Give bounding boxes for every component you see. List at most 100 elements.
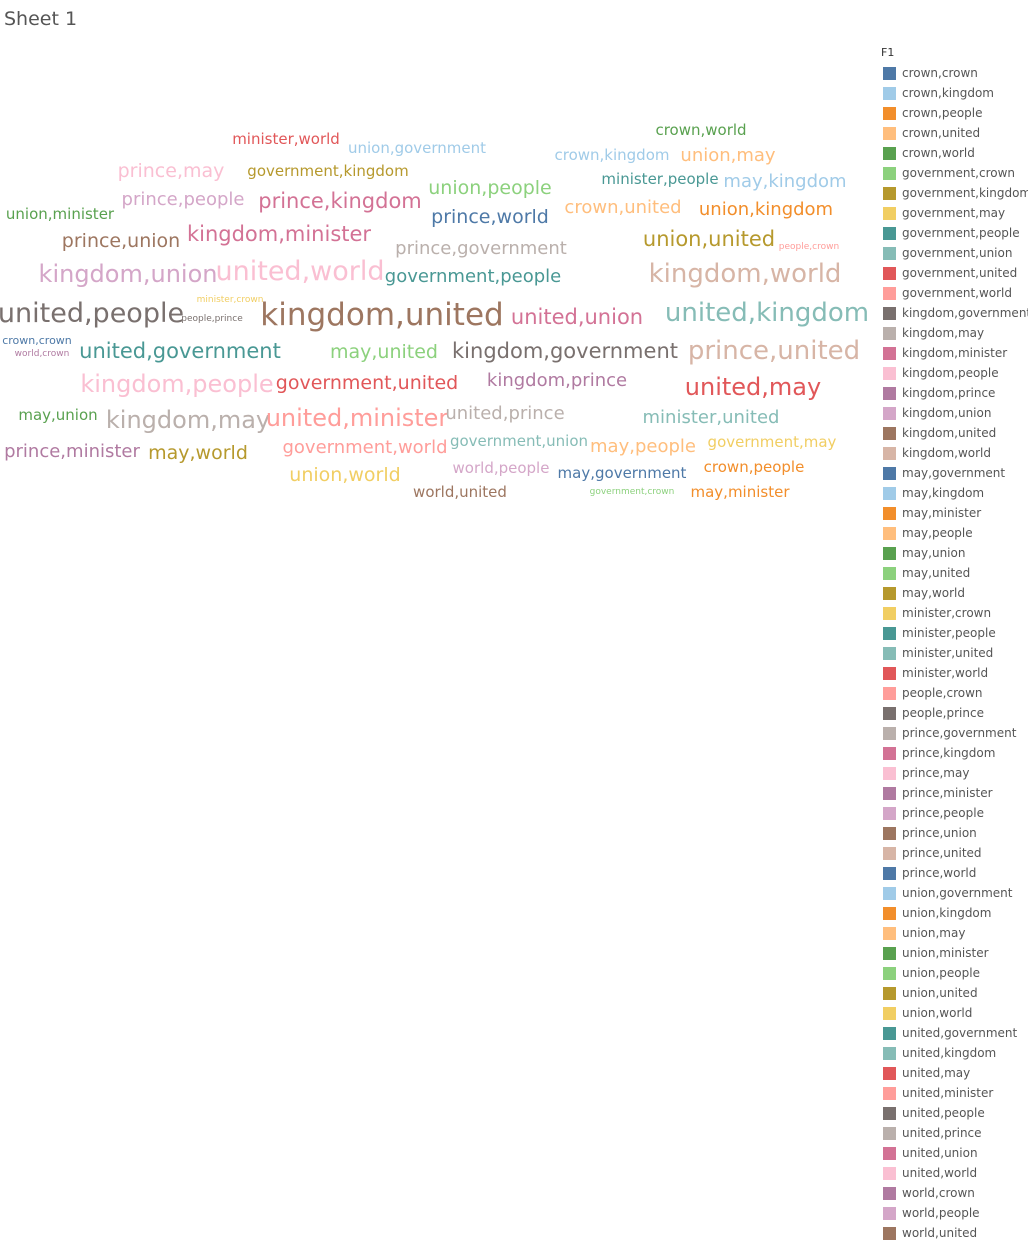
legend-item[interactable]: world,united <box>881 1223 1028 1243</box>
cloud-word[interactable]: may,government <box>557 464 687 482</box>
cloud-word[interactable]: minister,world <box>232 130 340 148</box>
cloud-word[interactable]: kingdom,united <box>260 297 504 333</box>
legend-item[interactable]: kingdom,people <box>881 363 1028 383</box>
cloud-word[interactable]: crown,kingdom <box>554 146 670 164</box>
legend-item[interactable]: prince,kingdom <box>881 743 1028 763</box>
cloud-word[interactable]: united,union <box>510 305 644 329</box>
legend-item[interactable]: government,may <box>881 203 1028 223</box>
cloud-word[interactable]: minister,united <box>642 407 780 428</box>
cloud-word[interactable]: minister,crown <box>196 295 264 305</box>
legend-item[interactable]: union,may <box>881 923 1028 943</box>
legend-item[interactable]: union,world <box>881 1003 1028 1023</box>
legend-item[interactable]: united,prince <box>881 1123 1028 1143</box>
legend-item[interactable]: government,people <box>881 223 1028 243</box>
cloud-word[interactable]: united,may <box>684 373 822 401</box>
cloud-word[interactable]: kingdom,may <box>105 406 271 434</box>
cloud-word[interactable]: union,minister <box>5 205 115 223</box>
cloud-word[interactable]: government,union <box>449 432 589 450</box>
legend-item[interactable]: world,people <box>881 1203 1028 1223</box>
cloud-word[interactable]: united,kingdom <box>664 298 870 328</box>
cloud-word[interactable]: government,united <box>275 372 459 394</box>
legend-item[interactable]: union,government <box>881 883 1028 903</box>
legend-item[interactable]: may,people <box>881 523 1028 543</box>
cloud-word[interactable]: union,united <box>642 227 776 251</box>
legend-item[interactable]: crown,crown <box>881 63 1028 83</box>
cloud-word[interactable]: prince,minister <box>4 441 140 462</box>
legend-item[interactable]: minister,crown <box>881 603 1028 623</box>
legend-item[interactable]: prince,minister <box>881 783 1028 803</box>
cloud-word[interactable]: minister,people <box>601 170 719 188</box>
legend-item[interactable]: kingdom,prince <box>881 383 1028 403</box>
legend-item[interactable]: may,world <box>881 583 1028 603</box>
cloud-word[interactable]: may,minister <box>690 483 790 501</box>
legend-item[interactable]: may,union <box>881 543 1028 563</box>
cloud-word[interactable]: kingdom,union <box>38 260 218 288</box>
cloud-word[interactable]: union,may <box>680 145 776 166</box>
legend-item[interactable]: union,people <box>881 963 1028 983</box>
cloud-word[interactable]: prince,government <box>395 238 567 259</box>
cloud-word[interactable]: government,may <box>707 433 837 451</box>
cloud-word[interactable]: government,crown <box>589 487 675 497</box>
legend-item[interactable]: government,kingdom <box>881 183 1028 203</box>
legend-item[interactable]: may,kingdom <box>881 483 1028 503</box>
legend-item[interactable]: world,crown <box>881 1183 1028 1203</box>
cloud-word[interactable]: kingdom,people <box>80 370 274 398</box>
legend-item[interactable]: may,united <box>881 563 1028 583</box>
legend-item[interactable]: minister,world <box>881 663 1028 683</box>
cloud-word[interactable]: prince,union <box>61 230 181 252</box>
cloud-word[interactable]: united,people <box>0 298 185 329</box>
legend-item[interactable]: kingdom,world <box>881 443 1028 463</box>
cloud-word[interactable]: kingdom,government <box>452 339 678 363</box>
cloud-word[interactable]: may,kingdom <box>723 171 847 192</box>
cloud-word[interactable]: united,world <box>215 256 385 287</box>
cloud-word[interactable]: people,prince <box>181 314 243 324</box>
legend-item[interactable]: may,minister <box>881 503 1028 523</box>
legend-item[interactable]: prince,united <box>881 843 1028 863</box>
cloud-word[interactable]: crown,world <box>655 121 747 139</box>
legend-item[interactable]: government,union <box>881 243 1028 263</box>
legend-item[interactable]: crown,world <box>881 143 1028 163</box>
legend-item[interactable]: government,world <box>881 283 1028 303</box>
legend-item[interactable]: government,united <box>881 263 1028 283</box>
cloud-word[interactable]: prince,united <box>687 336 861 366</box>
legend-item[interactable]: united,may <box>881 1063 1028 1083</box>
legend-item[interactable]: people,crown <box>881 683 1028 703</box>
cloud-word[interactable]: united,government <box>79 339 281 363</box>
cloud-word[interactable]: kingdom,world <box>648 259 842 289</box>
cloud-word[interactable]: kingdom,prince <box>486 370 628 391</box>
legend-item[interactable]: united,union <box>881 1143 1028 1163</box>
cloud-word[interactable]: world,united <box>413 483 507 501</box>
legend-item[interactable]: kingdom,minister <box>881 343 1028 363</box>
legend-item[interactable]: kingdom,united <box>881 423 1028 443</box>
cloud-word[interactable]: crown,united <box>564 197 682 218</box>
cloud-word[interactable]: united,prince <box>445 403 565 424</box>
cloud-word[interactable]: prince,world <box>431 206 549 228</box>
legend-item[interactable]: prince,may <box>881 763 1028 783</box>
legend-item[interactable]: united,minister <box>881 1083 1028 1103</box>
legend-item[interactable]: prince,union <box>881 823 1028 843</box>
cloud-word[interactable]: crown,people <box>703 458 805 476</box>
legend-item[interactable]: kingdom,union <box>881 403 1028 423</box>
legend-item[interactable]: prince,government <box>881 723 1028 743</box>
legend-item[interactable]: may,government <box>881 463 1028 483</box>
cloud-word[interactable]: may,people <box>590 436 696 457</box>
cloud-word[interactable]: world,people <box>452 459 550 477</box>
cloud-word[interactable]: government,kingdom <box>247 162 409 180</box>
legend-item[interactable]: united,government <box>881 1023 1028 1043</box>
legend-item[interactable]: united,people <box>881 1103 1028 1123</box>
cloud-word[interactable]: government,people <box>384 266 562 287</box>
legend-item[interactable]: crown,kingdom <box>881 83 1028 103</box>
legend-item[interactable]: united,world <box>881 1163 1028 1183</box>
cloud-word[interactable]: union,government <box>347 139 487 157</box>
cloud-word[interactable]: prince,kingdom <box>258 189 422 213</box>
cloud-word[interactable]: united,minister <box>265 404 449 432</box>
legend-item[interactable]: crown,people <box>881 103 1028 123</box>
cloud-word[interactable]: may,union <box>18 406 98 424</box>
cloud-word[interactable]: prince,people <box>121 189 245 210</box>
legend-item[interactable]: union,minister <box>881 943 1028 963</box>
cloud-word[interactable]: may,world <box>148 442 248 464</box>
legend-item[interactable]: kingdom,government <box>881 303 1028 323</box>
cloud-word[interactable]: union,world <box>289 464 401 486</box>
cloud-word[interactable]: kingdom,minister <box>186 222 372 246</box>
legend-item[interactable]: prince,people <box>881 803 1028 823</box>
